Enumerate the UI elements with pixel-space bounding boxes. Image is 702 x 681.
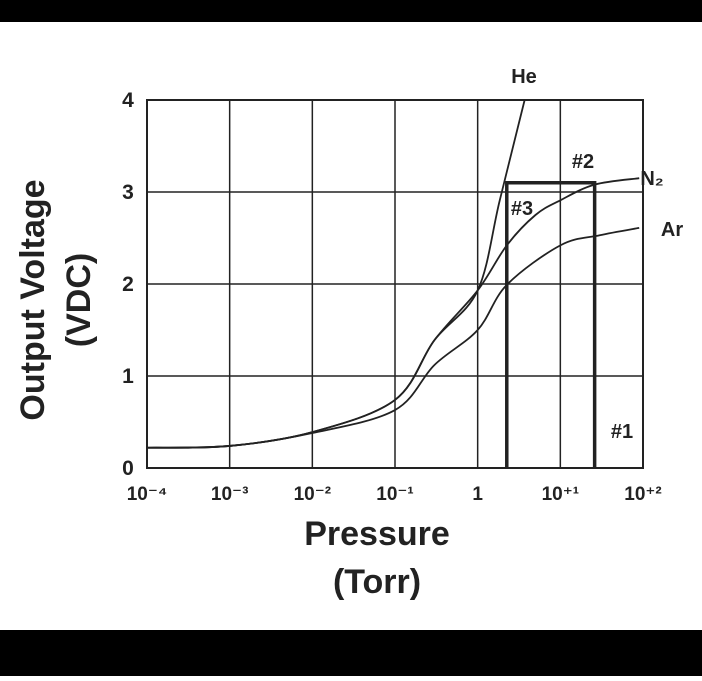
- series-label: N₂: [640, 168, 663, 190]
- x-axis-label: (Torr): [333, 563, 421, 601]
- series-line: [147, 226, 640, 449]
- bottom-bar: [0, 630, 702, 676]
- y-tick-label: 3: [122, 181, 134, 204]
- x-tick-label: 10⁺¹: [542, 484, 580, 505]
- x-axis-label: Pressure: [304, 515, 450, 553]
- x-tick-label: 1: [472, 484, 483, 505]
- x-tick-label: 10⁻²: [294, 484, 332, 505]
- y-axis-label: Output Voltage: [14, 179, 52, 420]
- y-tick-label: 0: [122, 457, 134, 480]
- y-tick-label: 1: [122, 365, 134, 388]
- annotation: #3: [511, 198, 533, 220]
- series-line: [147, 177, 640, 449]
- series-label: He: [511, 66, 537, 88]
- y-axis-label: (VDC): [60, 253, 98, 347]
- x-tick-label: 10⁻⁴: [127, 484, 168, 505]
- x-tick-label: 10⁻¹: [376, 484, 414, 505]
- series-label: Ar: [661, 219, 683, 241]
- top-bar: [0, 0, 702, 22]
- plot-frame: [146, 99, 644, 469]
- highlight-box: [505, 181, 597, 468]
- y-tick-label: 4: [122, 89, 134, 112]
- annotation: #1: [611, 421, 633, 443]
- curves: [147, 100, 640, 449]
- annotation: #2: [572, 151, 594, 173]
- y-tick-label: 2: [122, 273, 134, 296]
- x-tick-label: 10⁺²: [624, 484, 662, 505]
- x-tick-label: 10⁻³: [211, 484, 249, 505]
- series-line: [147, 100, 526, 449]
